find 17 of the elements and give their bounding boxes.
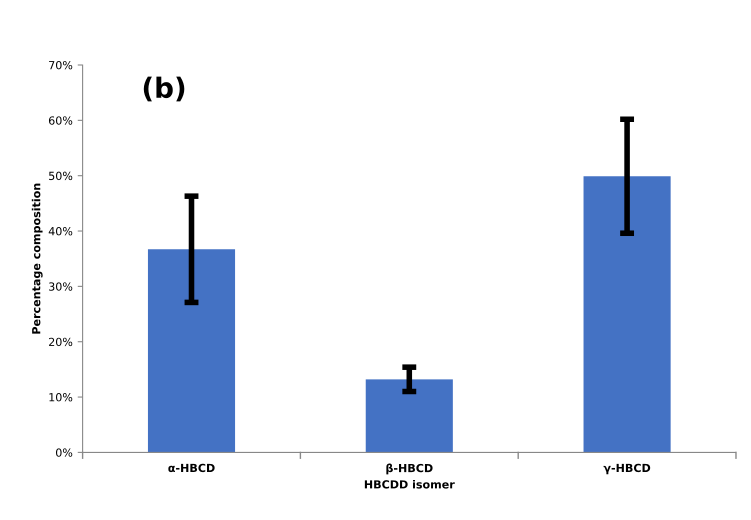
y-tick-label: 0% — [56, 448, 72, 457]
x-axis-title: HBCDD isomer — [364, 480, 455, 489]
y-tick-label: 70% — [49, 60, 72, 70]
x-tick-label: γ-HBCD — [604, 464, 650, 474]
y-tick-label: 50% — [49, 172, 72, 180]
y-axis-title: Percentage composition — [32, 184, 43, 334]
y-tick-label: 30% — [49, 282, 72, 291]
x-tick-label: β-HBCD — [386, 464, 433, 474]
x-tick-label: α-HBCD — [168, 464, 215, 472]
y-tick-label: 10% — [49, 393, 72, 402]
bar — [584, 176, 671, 452]
bar — [148, 249, 236, 452]
y-tick-label: 40% — [48, 227, 72, 236]
y-tick-label: 60% — [48, 116, 72, 125]
annotation: (b) — [144, 76, 184, 102]
y-tick-label: 20% — [49, 338, 72, 346]
bar — [366, 379, 453, 452]
